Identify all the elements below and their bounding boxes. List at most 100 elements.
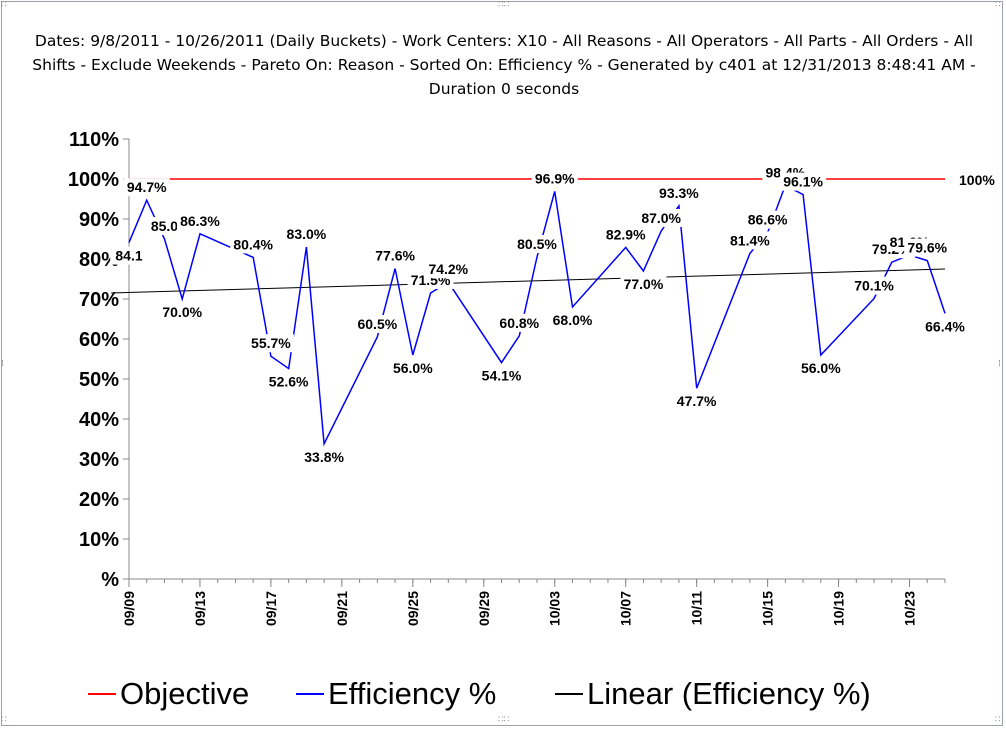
data-label-text: 82.9% xyxy=(606,226,646,242)
resize-handle-top-left[interactable]: ∷ xyxy=(1,0,7,10)
data-label-background xyxy=(549,311,596,329)
x-tick-label: 10/07 xyxy=(618,591,634,626)
data-label-text: 86.6% xyxy=(748,212,788,228)
data-label-text: 85.0 xyxy=(151,218,178,234)
data-label-text: 77.0% xyxy=(624,276,664,292)
data-label-text: 56.0% xyxy=(801,360,841,376)
data-label: 47.7% xyxy=(673,392,720,411)
x-tick-label: 09/29 xyxy=(476,591,492,626)
data-label: 96.1% xyxy=(780,172,827,191)
resize-handle-left[interactable]: ⁞ xyxy=(1,359,4,369)
data-label: 84.1 xyxy=(110,246,148,265)
data-label-background xyxy=(904,238,951,257)
y-tick-label: 60% xyxy=(79,329,119,351)
resize-handle-bottom[interactable]: ∷∷ xyxy=(498,715,510,725)
y-tick-label: 20% xyxy=(79,489,119,511)
data-label: 54.1% xyxy=(478,366,525,385)
data-label: 77.6% xyxy=(372,246,419,265)
data-label: 96.9% xyxy=(531,169,578,188)
y-tick-label: 70% xyxy=(79,289,119,311)
data-label: 86.6% xyxy=(744,210,791,229)
data-label-background xyxy=(620,275,667,293)
data-label-text: 81.4% xyxy=(730,232,770,248)
data-label: 68.0% xyxy=(549,311,596,329)
data-label: 60.5% xyxy=(354,315,401,333)
x-tick-label: 10/15 xyxy=(760,591,776,626)
legend-item-linear: Linear (Efficiency %) xyxy=(555,668,871,720)
legend-item-efficiency: Efficiency % xyxy=(296,668,496,720)
legend-label-objective: Objective xyxy=(120,676,250,711)
data-label-background xyxy=(389,359,436,377)
y-tick-label: 40% xyxy=(79,409,119,431)
data-label-text: 80.4% xyxy=(233,236,273,252)
data-label-background xyxy=(496,313,543,332)
x-tick-label: 09/25 xyxy=(405,591,421,626)
data-label-background xyxy=(531,169,578,188)
y-tick-label: 10% xyxy=(79,529,119,551)
data-label: 83.0% xyxy=(283,225,330,243)
data-label: 93.3% xyxy=(655,183,702,202)
data-label: 85.0 xyxy=(145,217,184,235)
x-tick-label: 10/19 xyxy=(831,591,847,626)
objective-label: 100% xyxy=(959,172,995,188)
legend-swatch-objective xyxy=(88,693,116,695)
y-tick-label: 50% xyxy=(79,369,119,391)
data-label-background xyxy=(602,225,649,244)
resize-handle-bottom-right[interactable]: ∷ xyxy=(995,715,1001,725)
data-label: 77.0% xyxy=(620,275,667,293)
data-label-background xyxy=(673,392,720,411)
y-tick-label: 30% xyxy=(79,449,119,471)
data-label-text: 80.5% xyxy=(517,236,557,252)
data-label: 33.8% xyxy=(301,447,348,466)
data-label-text: 74.2% xyxy=(428,261,468,277)
data-label-background xyxy=(726,231,773,250)
data-label-text: 70.0% xyxy=(162,304,202,320)
data-label-text: 96.9% xyxy=(535,170,575,186)
data-label-text: 68.0% xyxy=(553,312,593,328)
x-tick-label: 09/17 xyxy=(263,591,279,626)
x-tick-label: 10/23 xyxy=(902,591,918,626)
data-label-background xyxy=(851,276,898,295)
resize-handle-top-right[interactable]: ∷ xyxy=(995,0,1001,10)
data-label-background xyxy=(283,225,330,243)
data-label-background xyxy=(922,317,968,336)
efficiency-line xyxy=(128,184,946,447)
chart-legend: Objective Efficiency % Linear (Efficienc… xyxy=(0,668,1006,720)
data-label: 79.6% xyxy=(904,238,951,257)
data-label: 56.0% xyxy=(389,359,436,377)
resize-handle-top[interactable]: ∷∷ xyxy=(498,0,510,10)
data-label-text: 33.8% xyxy=(304,449,344,465)
data-label: 87.0% xyxy=(638,209,685,227)
resize-handle-right[interactable]: ⁞ xyxy=(998,359,1001,369)
data-label: 82.9% xyxy=(602,225,649,244)
data-label-background xyxy=(176,211,223,230)
data-label-background xyxy=(425,260,472,279)
data-label-text: 93.3% xyxy=(659,185,699,201)
data-label: 70.0% xyxy=(159,303,206,321)
data-label-background xyxy=(123,178,170,197)
data-label: 94.7% xyxy=(123,178,170,197)
data-label-background xyxy=(230,235,277,254)
data-label: 80.5% xyxy=(514,235,560,253)
data-label-text: 60.5% xyxy=(357,316,397,332)
data-label: 66.4% xyxy=(922,317,968,336)
data-label-background xyxy=(110,246,148,265)
data-label-background xyxy=(744,210,791,229)
data-label-background xyxy=(514,235,560,253)
resize-handle-bottom-left[interactable]: ∷ xyxy=(1,715,7,725)
data-label-text: 79.6% xyxy=(907,240,947,256)
y-tick-label: % xyxy=(101,569,119,591)
data-label-background xyxy=(372,246,419,265)
data-label-background xyxy=(265,372,312,391)
chart-plot: % 10% 20% 30% 40% 50% 60% 70% 80% 90% 100% 110% 09/0… xyxy=(68,129,996,626)
data-label: 81.4% xyxy=(726,231,773,250)
data-label-text: 47.7% xyxy=(677,393,717,409)
data-label-text: 83.0% xyxy=(287,226,327,242)
data-label-text: 66.4% xyxy=(925,318,965,334)
data-label: 55.7% xyxy=(247,334,294,353)
x-tick-label: 10/11 xyxy=(689,591,705,625)
legend-swatch-linear xyxy=(555,693,583,695)
trendline xyxy=(111,268,946,294)
data-label-background xyxy=(247,334,294,353)
data-label-text: 96.1% xyxy=(783,174,823,190)
